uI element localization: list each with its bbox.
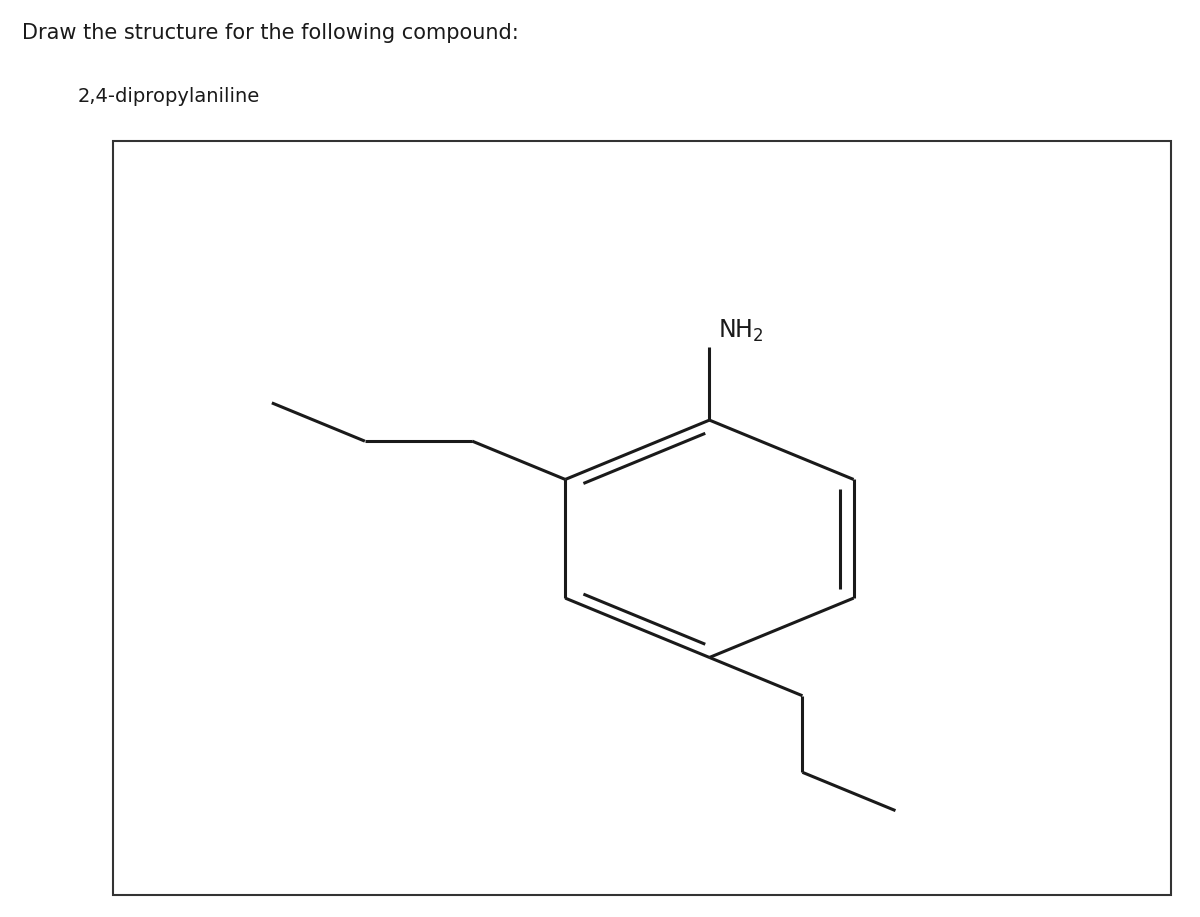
Text: NH$_2$: NH$_2$ <box>718 317 763 344</box>
Text: Draw the structure for the following compound:: Draw the structure for the following com… <box>22 23 518 43</box>
Bar <box>113 140 1171 895</box>
Text: 2,4-dipropylaniline: 2,4-dipropylaniline <box>78 87 260 106</box>
